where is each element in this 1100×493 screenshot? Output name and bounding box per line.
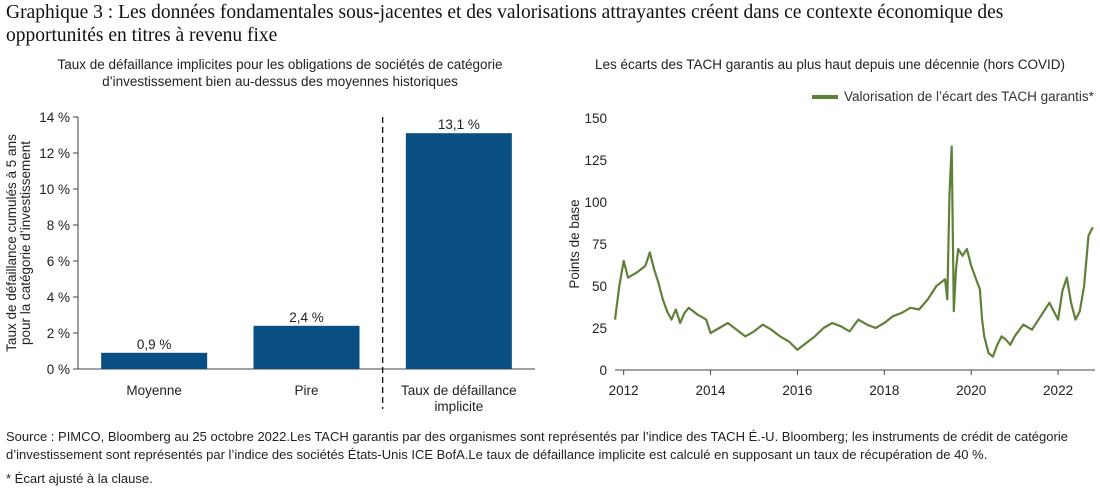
- bar-chart-y-tick-label: 10 %: [39, 182, 70, 197]
- line-chart-x-tick-label: 2012: [609, 383, 639, 398]
- bar-chart-y-axis-label: Taux de défaillance cumulés à 5 anspour …: [4, 134, 33, 352]
- line-chart-title: Les écarts des TACH garantis au plus hau…: [594, 57, 1065, 72]
- bar-chart-y-tick-label: 2 %: [47, 326, 70, 341]
- bar-data-label: 0,9 %: [137, 337, 172, 352]
- bar-chart: Taux de défaillance cumulés à 5 anspour …: [4, 110, 535, 414]
- footnote: * Écart ajusté à la clause.: [6, 471, 153, 486]
- line-chart-y-axis-label: Points de base: [567, 199, 582, 288]
- bar-chart-title: Taux de défaillance implicites pour les …: [57, 57, 503, 89]
- bar-chart-y-tick-label: 14 %: [39, 110, 70, 125]
- line-chart-x-tick-label: 2022: [1043, 383, 1073, 398]
- line-chart-x-tick-label: 2018: [869, 383, 899, 398]
- bar-chart-y-tick-label: 6 %: [47, 254, 70, 269]
- bar-category-label: Moyenne: [126, 383, 182, 398]
- page-title: Graphique 3 : Les données fondamentales …: [6, 2, 1004, 46]
- bar-chart-y-tick-label: 12 %: [39, 146, 70, 161]
- line-chart-x-tick-label: 2016: [782, 383, 812, 398]
- series-line: [613, 145, 1094, 358]
- bar-chart-y-tick-label: 4 %: [47, 290, 70, 305]
- line-chart: Points de base 0 25 50 75 100 125 150 2012 2014 20…: [567, 111, 1095, 398]
- legend-swatch: [812, 94, 838, 99]
- line-chart-x-tick-label: 2014: [696, 383, 727, 398]
- bar-chart-y-tick-label: 0 %: [47, 362, 70, 377]
- bar: [101, 352, 208, 369]
- line-chart-y-tick-label: 75: [592, 237, 607, 252]
- bar-data-label: 13,1 %: [438, 117, 480, 132]
- legend-label: Valorisation de l’écart des TACH garanti…: [844, 89, 1094, 104]
- line-chart-legend: Valorisation de l’écart des TACH garanti…: [812, 89, 1094, 104]
- line-chart-y-tick-label: 25: [592, 321, 607, 336]
- bar: [405, 133, 512, 369]
- line-chart-x-tick-label: 2020: [956, 383, 986, 398]
- line-chart-y-tick-label: 0: [599, 363, 607, 378]
- bar: [253, 325, 360, 369]
- line-chart-y-tick-label: 150: [584, 111, 607, 126]
- bar-data-label: 2,4 %: [289, 310, 324, 325]
- bar-chart-y-tick-label: 8 %: [47, 218, 70, 233]
- bar-category-label: Pire: [294, 383, 318, 398]
- source-note: Source : PIMCO, Bloomberg au 25 octobre …: [6, 429, 1068, 462]
- line-chart-y-tick-label: 50: [592, 279, 607, 294]
- line-chart-y-tick-label: 125: [584, 153, 607, 168]
- line-chart-y-tick-label: 100: [584, 195, 607, 210]
- bar-category-label: Taux de défaillance implicite: [401, 383, 517, 414]
